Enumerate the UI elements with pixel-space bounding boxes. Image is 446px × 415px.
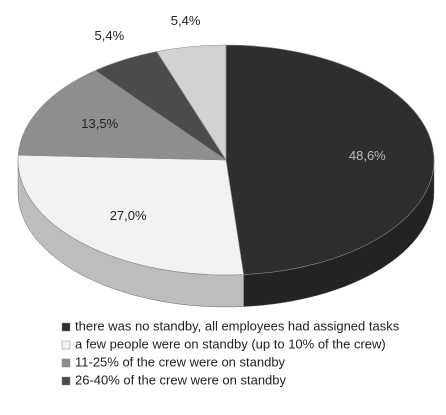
- legend-swatch: [61, 322, 71, 332]
- slice-label: 5,4%: [95, 28, 125, 43]
- slice: [225, 44, 435, 275]
- slice-labels: 48,6% 27,0% 13,5% 5,4% 5,4%: [81, 13, 386, 223]
- slice: [156, 44, 227, 162]
- legend-label: 26-40% of the crew were on standby: [75, 372, 287, 387]
- slice-label: 27,0%: [110, 208, 147, 223]
- legend-swatch: [61, 376, 71, 386]
- slice-side-shade: [18, 160, 244, 307]
- slice-label: 13,5%: [81, 116, 118, 131]
- legend-label: there was no standby, all employees had …: [75, 318, 400, 333]
- pie-tops: [17, 44, 435, 276]
- slice: [17, 70, 228, 161]
- legend: there was no standby, all employees had …: [61, 318, 400, 387]
- legend-swatch: [61, 340, 71, 350]
- legend-swatch: [61, 358, 71, 368]
- slice: [17, 154, 244, 276]
- legend-label: a few people were on standby (up to 10% …: [75, 336, 386, 351]
- legend-label: 11-25% of the crew were on standby: [75, 354, 286, 369]
- slice-side-shade: [243, 160, 434, 307]
- slice-label: 5,4%: [171, 13, 201, 28]
- slice-label: 48,6%: [349, 148, 386, 163]
